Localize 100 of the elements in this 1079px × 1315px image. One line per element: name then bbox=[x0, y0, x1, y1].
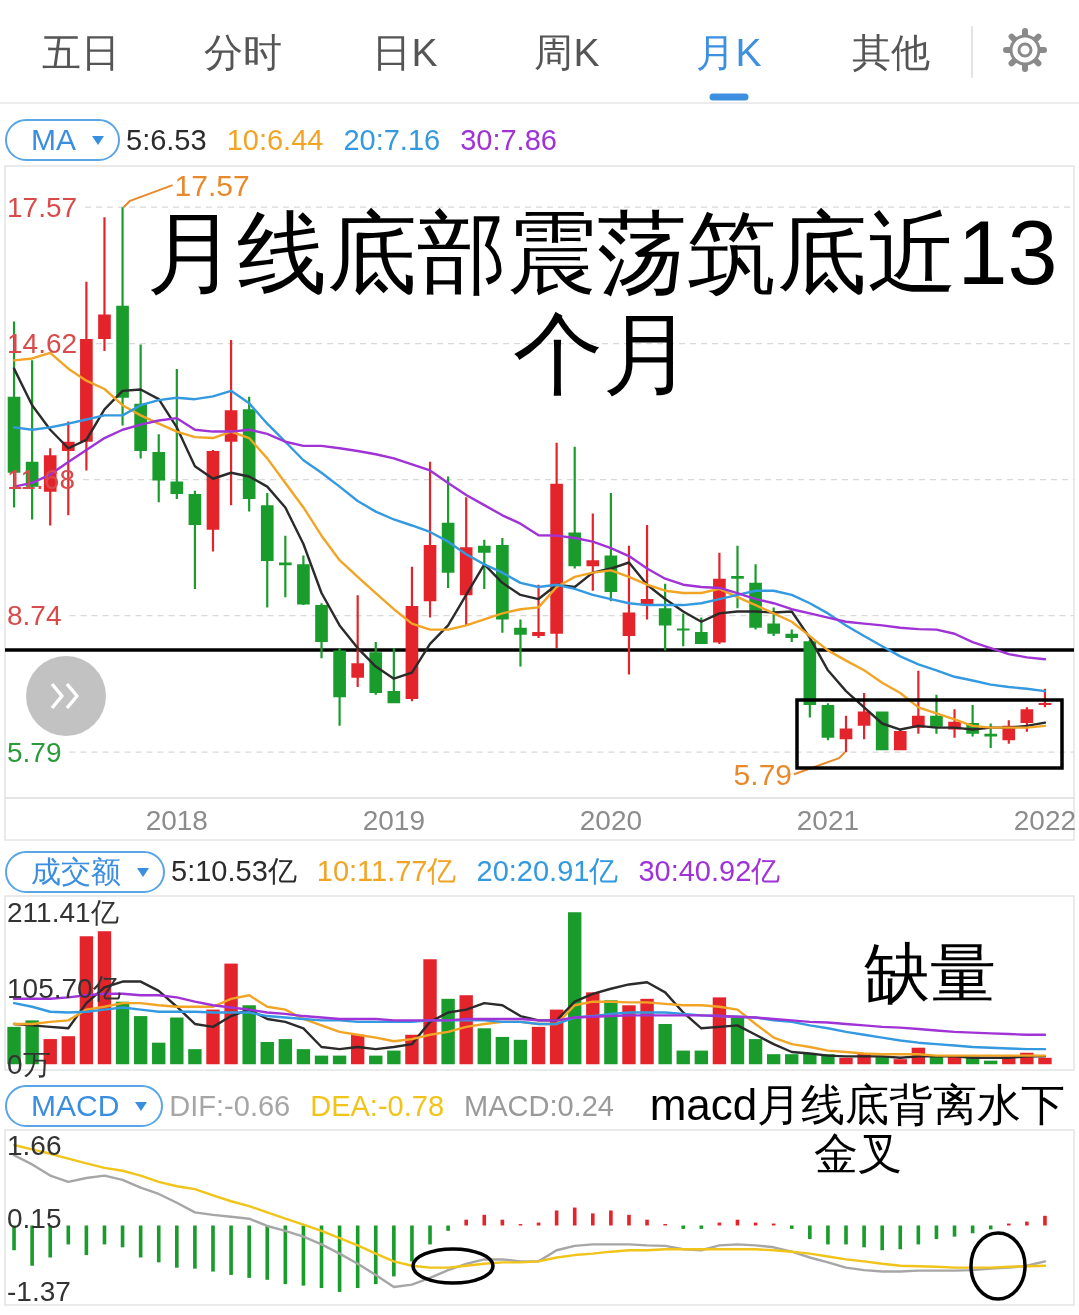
bar bbox=[332, 1055, 347, 1065]
y-tick-label: 211.41亿 bbox=[7, 896, 119, 928]
bar bbox=[410, 1225, 414, 1262]
text: 20:7.16 bbox=[343, 123, 441, 157]
x-tick-label: 2018 bbox=[145, 804, 208, 836]
bar bbox=[789, 1225, 794, 1229]
bar bbox=[609, 1210, 613, 1226]
candlestick bbox=[731, 545, 744, 609]
bar bbox=[296, 1049, 311, 1065]
bar bbox=[482, 1214, 487, 1226]
bar bbox=[766, 1054, 781, 1065]
bar bbox=[260, 1041, 274, 1065]
annotation: macd月线底背离水下金叉 bbox=[649, 1079, 1066, 1179]
bar bbox=[730, 1017, 745, 1065]
category-label: 分时 bbox=[204, 30, 282, 74]
bar bbox=[314, 1055, 329, 1065]
bar bbox=[152, 1042, 166, 1065]
category-label: 月K bbox=[696, 30, 762, 74]
bar bbox=[247, 1225, 251, 1278]
bar bbox=[477, 1028, 491, 1065]
annotation: 缺量 bbox=[864, 935, 996, 1010]
bar bbox=[513, 1039, 528, 1065]
candlestick bbox=[116, 207, 129, 426]
bar bbox=[369, 1055, 383, 1065]
text: 30:7.86 bbox=[460, 123, 557, 157]
text: 5.79 bbox=[733, 757, 793, 791]
bar bbox=[590, 1213, 595, 1226]
bar bbox=[428, 1225, 432, 1245]
category-label: 其他 bbox=[852, 30, 930, 74]
category-label: 周K bbox=[534, 30, 600, 74]
bar bbox=[170, 1017, 184, 1065]
text: DIF:-0.66 bbox=[169, 1089, 291, 1123]
candlestick bbox=[315, 603, 328, 659]
bar bbox=[785, 1054, 799, 1065]
x-tick-label: 2019 bbox=[362, 804, 425, 836]
bar bbox=[464, 1219, 469, 1226]
y-tick-label: 17.57 bbox=[7, 191, 78, 223]
bar bbox=[446, 1225, 450, 1231]
bar bbox=[622, 1005, 636, 1065]
bar bbox=[568, 912, 582, 1065]
candlestick bbox=[333, 648, 346, 726]
candlestick bbox=[98, 217, 111, 352]
candlestick bbox=[514, 619, 527, 667]
bar bbox=[1043, 1215, 1047, 1226]
bar bbox=[531, 1026, 546, 1065]
bar bbox=[676, 1050, 690, 1065]
text: 20:20.91亿 bbox=[476, 854, 619, 889]
text: 30:40.92亿 bbox=[638, 854, 781, 889]
y-tick-label: 8.74 bbox=[7, 600, 62, 632]
bar bbox=[423, 959, 437, 1065]
bar bbox=[658, 1023, 672, 1065]
bar bbox=[211, 1225, 215, 1272]
text: 10:6.44 bbox=[226, 123, 324, 157]
category-label: 日K bbox=[372, 30, 438, 74]
bar bbox=[66, 1225, 71, 1245]
bar bbox=[206, 1009, 220, 1065]
bar bbox=[862, 1225, 866, 1248]
legend-title: MA bbox=[5, 119, 120, 161]
x-tick-label: 2020 bbox=[579, 804, 643, 836]
bar bbox=[373, 1225, 378, 1285]
x-tick-label: 2022 bbox=[1013, 804, 1077, 836]
bar bbox=[265, 1225, 270, 1280]
legend-title: 成交额 bbox=[5, 851, 165, 893]
bar bbox=[839, 1057, 853, 1065]
y-tick-label: -1.37 bbox=[7, 1276, 71, 1308]
candlestick bbox=[297, 555, 310, 606]
bar bbox=[193, 1225, 197, 1269]
bar bbox=[826, 1225, 830, 1245]
text: 5:6.53 bbox=[126, 123, 207, 157]
bar bbox=[880, 1225, 884, 1251]
bar bbox=[844, 1225, 848, 1245]
bar bbox=[699, 1225, 704, 1229]
bar bbox=[893, 1059, 907, 1065]
bar bbox=[229, 1225, 233, 1275]
bar bbox=[952, 1225, 957, 1237]
y-tick-label: 0.15 bbox=[7, 1202, 62, 1234]
annotation: 月线底部震荡筑底近13个月 bbox=[147, 203, 1058, 405]
legend-title: MACD bbox=[5, 1085, 164, 1127]
bar bbox=[988, 1225, 993, 1230]
bar bbox=[808, 1225, 812, 1240]
bar bbox=[392, 1225, 396, 1277]
x-tick-label: 2021 bbox=[796, 804, 860, 836]
bar bbox=[572, 1207, 577, 1226]
bar bbox=[495, 1036, 510, 1065]
bar bbox=[175, 1225, 179, 1268]
text: MACD:0.24 bbox=[464, 1089, 614, 1123]
bar bbox=[133, 1016, 148, 1065]
bar bbox=[188, 1049, 202, 1065]
candlestick bbox=[676, 613, 690, 647]
bar bbox=[387, 1050, 401, 1065]
bar bbox=[627, 1214, 631, 1226]
bar bbox=[748, 1039, 763, 1065]
y-tick-label: 5.79 bbox=[7, 736, 62, 768]
text: 5:10.53亿 bbox=[171, 854, 297, 889]
candlestick bbox=[532, 584, 545, 638]
text: DEA:-0.78 bbox=[310, 1089, 445, 1123]
bar bbox=[278, 1039, 293, 1065]
bar bbox=[156, 1225, 161, 1263]
bar bbox=[61, 1036, 75, 1065]
bar bbox=[1038, 1057, 1052, 1065]
